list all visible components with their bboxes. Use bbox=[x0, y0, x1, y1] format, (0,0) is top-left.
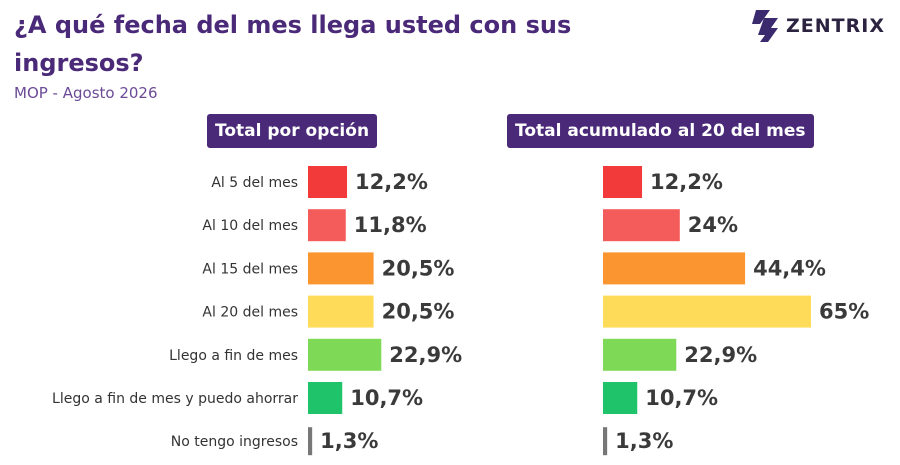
chart1-bar-4 bbox=[308, 295, 374, 328]
chart2-bar-3 bbox=[603, 252, 746, 285]
chart2-value-label-2: 24% bbox=[688, 213, 738, 237]
chart2-bar-4 bbox=[603, 295, 811, 328]
chart2-bar-2 bbox=[603, 209, 680, 242]
category-label-5: Llego a fin de mes bbox=[169, 348, 298, 364]
category-label-6: Llego a fin de mes y puedo ahorrar bbox=[52, 391, 298, 407]
chart1-value-label-1: 12,2% bbox=[355, 170, 428, 194]
chart1-bar-2 bbox=[308, 209, 346, 242]
chart2-bar-7 bbox=[603, 427, 608, 456]
chart1-bar-7 bbox=[308, 427, 313, 456]
chart2-bar-6 bbox=[603, 382, 638, 414]
category-label-2: Al 10 del mes bbox=[202, 218, 298, 234]
chart1-bar-5 bbox=[308, 338, 382, 371]
chart-left-title: Total por opción bbox=[207, 114, 378, 148]
chart1-bar-6 bbox=[308, 382, 343, 414]
chart1-value-label-6: 10,7% bbox=[350, 386, 423, 410]
chart1-bar-1 bbox=[308, 166, 348, 198]
chart2-value-label-5: 22,9% bbox=[684, 343, 757, 367]
chart-right-title: Total acumulado al 20 del mes bbox=[507, 114, 814, 148]
zentrix-logo-icon bbox=[752, 10, 778, 42]
chart1-bar-3 bbox=[308, 252, 374, 285]
chart2-value-label-7: 1,3% bbox=[615, 429, 673, 453]
chart1-value-label-7: 1,3% bbox=[320, 429, 378, 453]
logo-text: ZENTRIX bbox=[786, 15, 885, 37]
chart2-value-label-6: 10,7% bbox=[645, 386, 718, 410]
brand-logo: ZENTRIX bbox=[750, 8, 885, 44]
chart-subtitle: MOP - Agosto 2026 bbox=[14, 84, 158, 102]
chart2-value-label-4: 65% bbox=[819, 300, 869, 324]
chart2-value-label-3: 44,4% bbox=[753, 256, 826, 280]
chart1-value-label-2: 11,8% bbox=[354, 213, 427, 237]
category-label-4: Al 20 del mes bbox=[202, 305, 298, 321]
category-label-1: Al 5 del mes bbox=[211, 175, 298, 191]
chart-title: ¿A qué fecha del mes llega usted con sus… bbox=[14, 11, 572, 77]
chart1-value-label-3: 20,5% bbox=[382, 256, 455, 280]
chart2-bar-5 bbox=[603, 338, 677, 371]
chart2-value-label-1: 12,2% bbox=[650, 170, 723, 194]
chart1-value-label-5: 22,9% bbox=[389, 343, 462, 367]
chart2-bar-1 bbox=[603, 166, 643, 198]
category-label-7: No tengo ingresos bbox=[171, 434, 298, 450]
chart1-value-label-4: 20,5% bbox=[382, 300, 455, 324]
category-label-3: Al 15 del mes bbox=[202, 261, 298, 277]
